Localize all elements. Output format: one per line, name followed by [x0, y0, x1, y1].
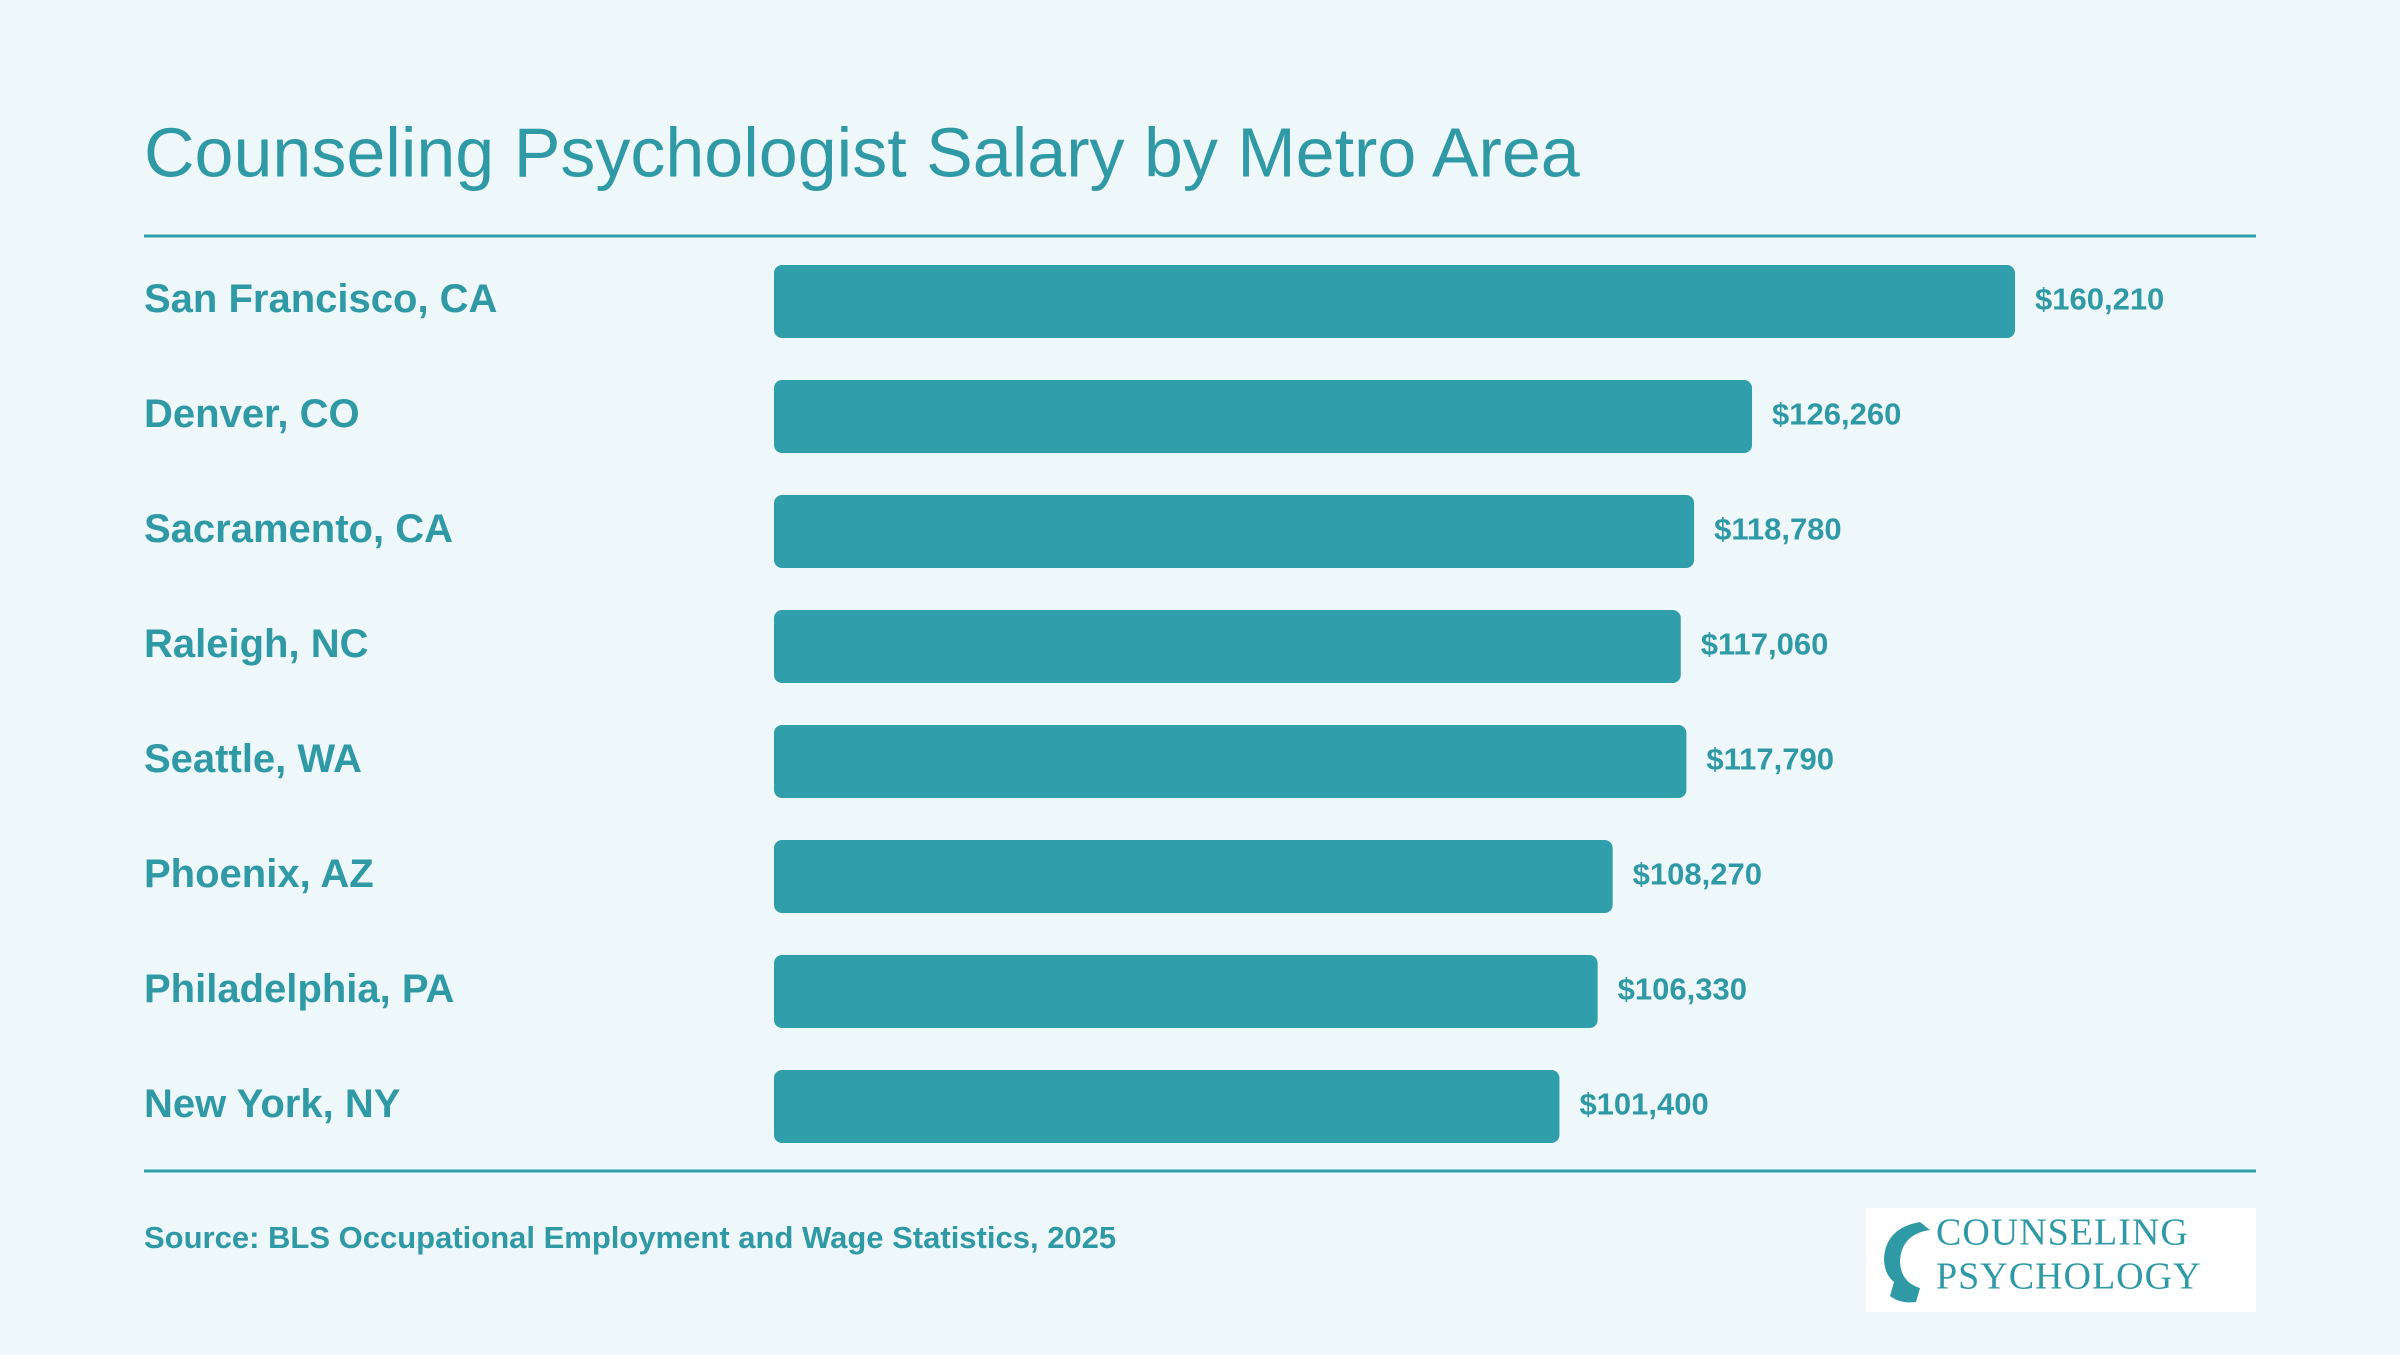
bar: [774, 495, 1695, 568]
value-label: $101,400: [1579, 1087, 1708, 1122]
bar: [774, 610, 1681, 683]
logo-line: COUNSELING: [1936, 1212, 2189, 1254]
value-label: $126,260: [1772, 397, 1901, 432]
category-label: Sacramento, CA: [144, 507, 453, 551]
category-label: Denver, CO: [144, 392, 360, 436]
value-label: $118,780: [1714, 512, 1842, 547]
logo-box: [1866, 1208, 2256, 1312]
value-label: $117,790: [1706, 742, 1834, 777]
bar: [774, 265, 2015, 338]
value-label: $160,210: [2035, 282, 2164, 317]
value-label: $108,270: [1633, 857, 1762, 892]
category-label: Raleigh, NC: [144, 622, 368, 666]
bar: [774, 955, 1598, 1028]
category-label: San Francisco, CA: [144, 277, 497, 321]
bar: [774, 380, 1753, 453]
category-label: New York, NY: [144, 1082, 401, 1126]
value-label: $117,060: [1701, 627, 1829, 662]
category-label: Philadelphia, PA: [144, 967, 454, 1011]
bar: [774, 725, 1687, 798]
bar: [774, 1070, 1560, 1143]
category-label: Seattle, WA: [144, 737, 362, 781]
bar: [774, 840, 1613, 913]
logo-line: PSYCHOLOGY: [1936, 1256, 2201, 1298]
source: Source: BLS Occupational Employment and …: [144, 1220, 1116, 1255]
value-label: $106,330: [1618, 972, 1747, 1007]
logo: COUNSELING PSYCHOLOGY: [1866, 1208, 2256, 1312]
category-label: Phoenix, AZ: [144, 852, 374, 896]
chart-title: Counseling Psychologist Salary by Metro …: [144, 113, 1580, 191]
logo-icon: [1884, 1222, 1930, 1303]
